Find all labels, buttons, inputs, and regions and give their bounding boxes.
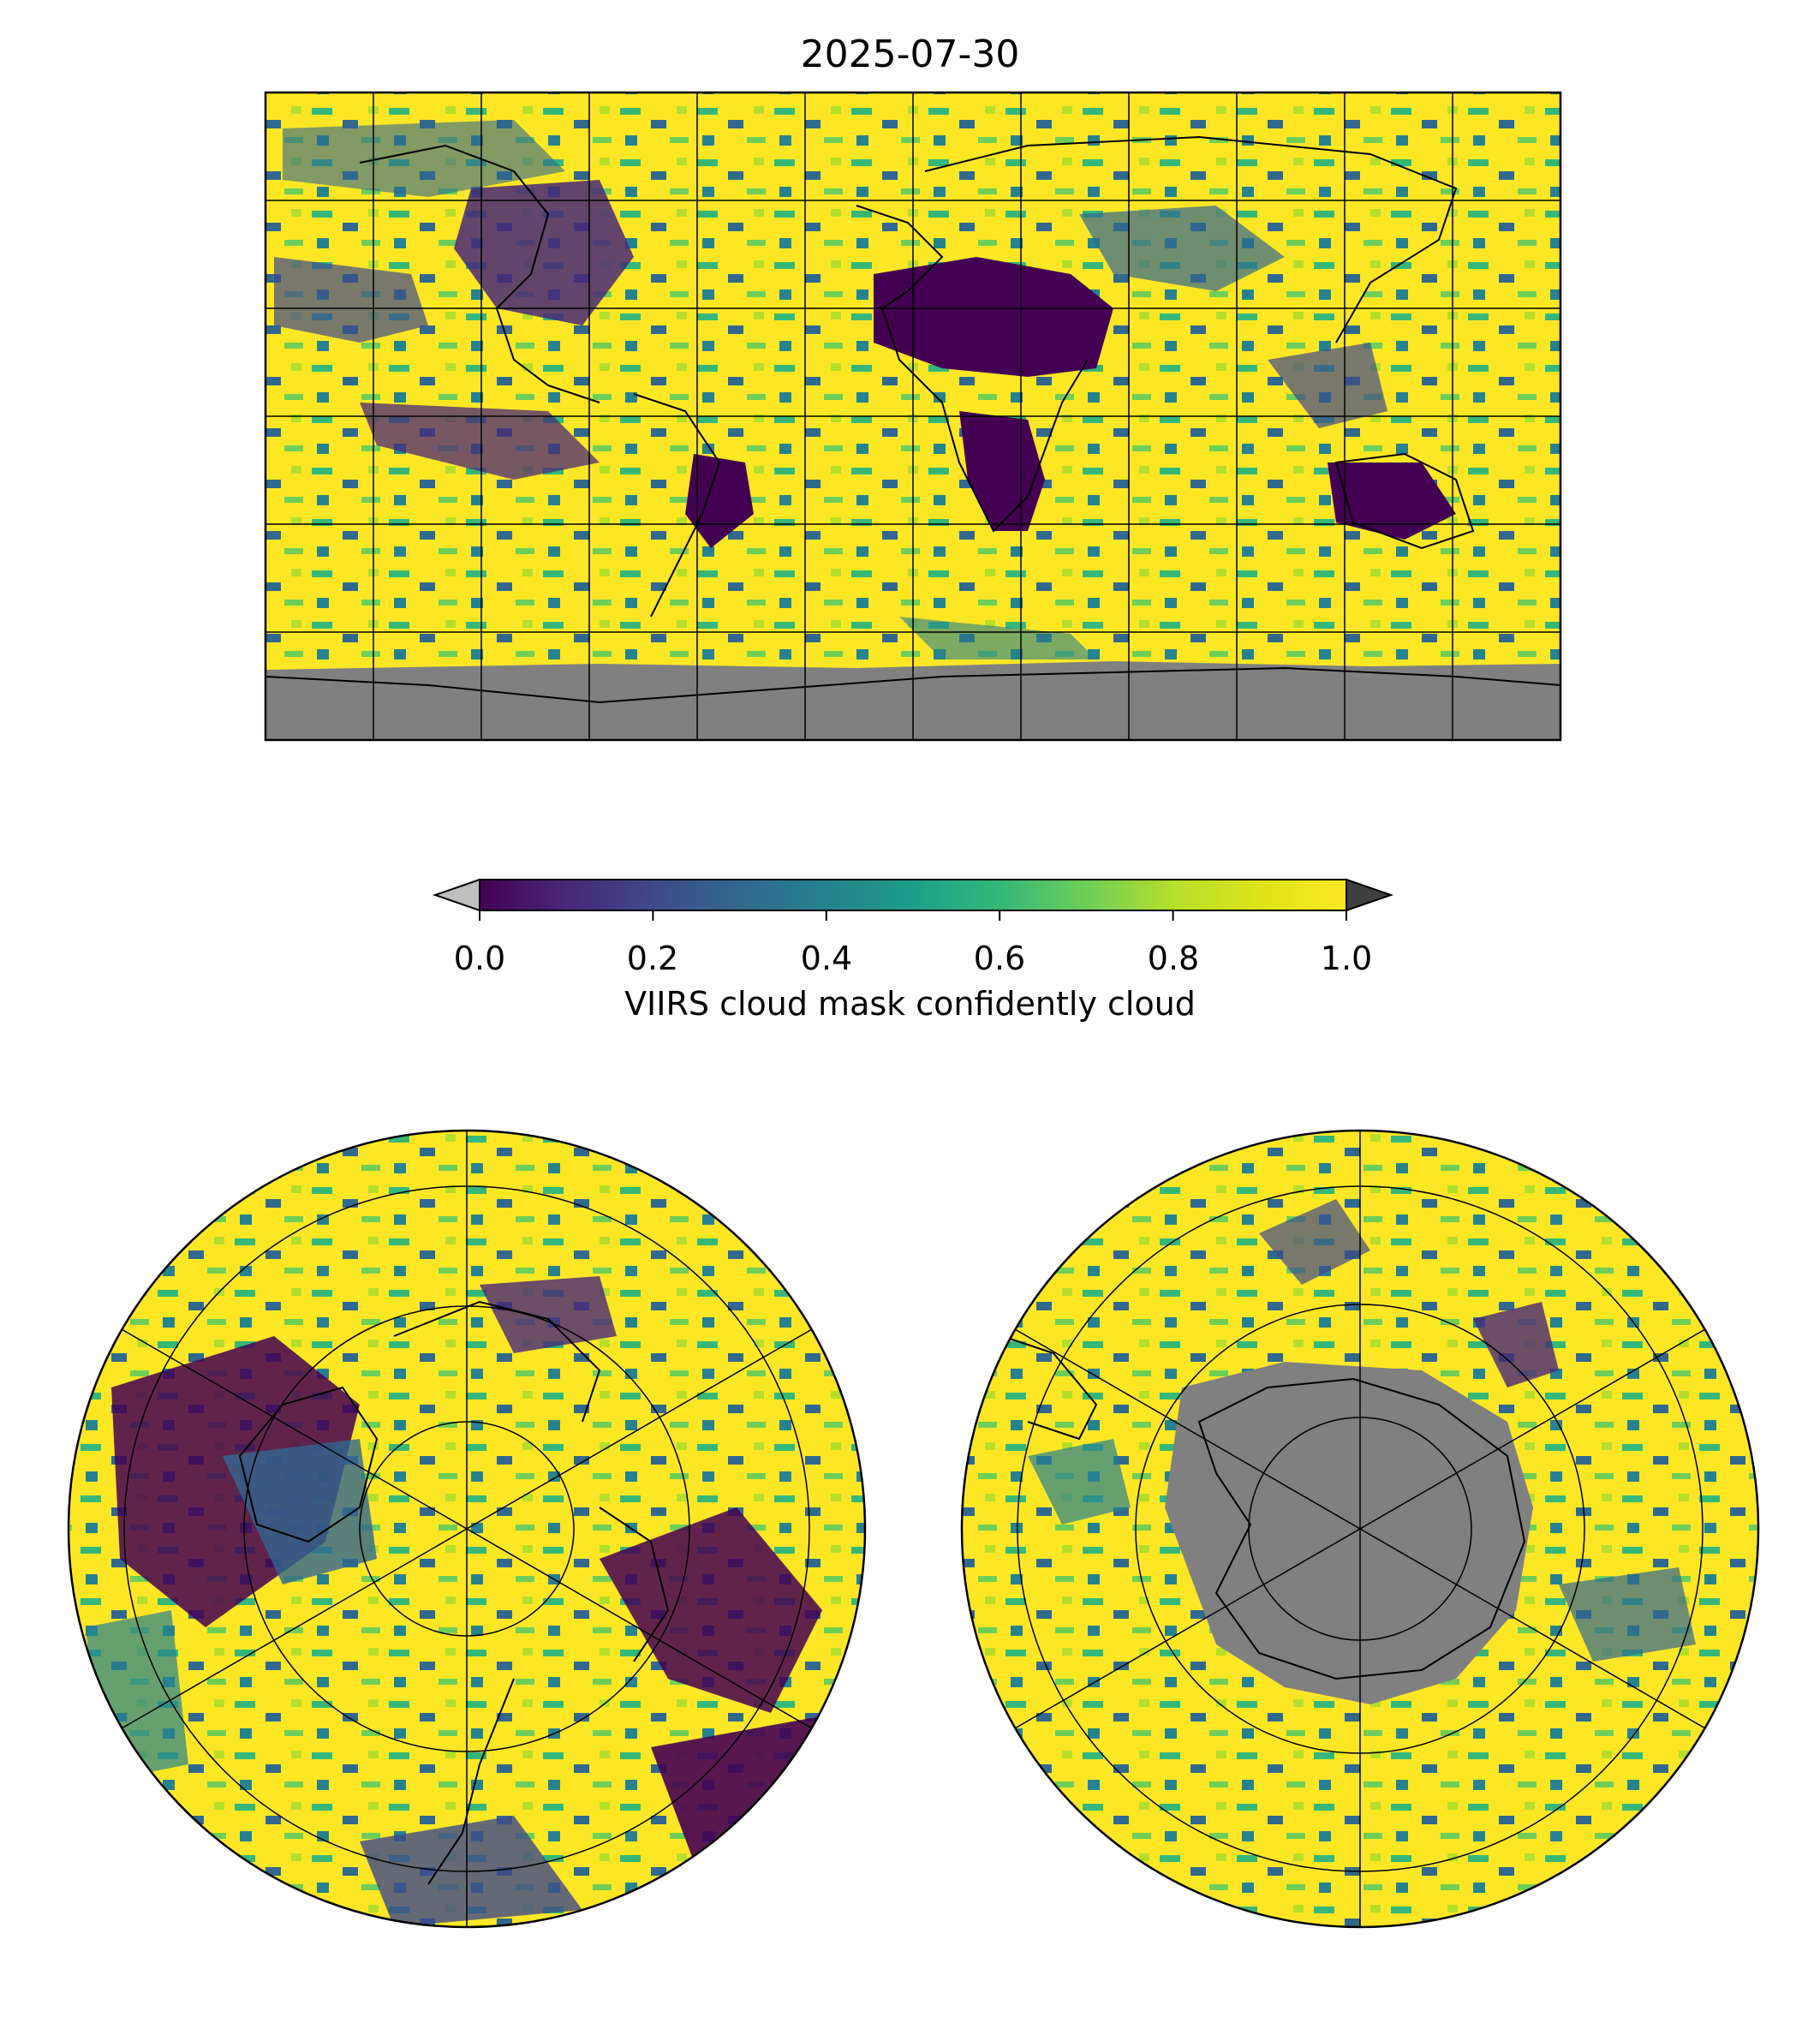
colorbar-tick-label: 0.8 [1147, 940, 1200, 977]
south-polar-map [960, 1129, 1760, 1929]
colorbar-under-extension [432, 878, 480, 912]
south-coastlines [1001, 1335, 1526, 1680]
figure-title: 2025-07-30 [800, 33, 1020, 76]
global-coastlines [266, 135, 1560, 704]
colorbar-over-extension [1346, 878, 1394, 912]
colorbar-tick-label: 0.6 [973, 940, 1026, 977]
colorbar-tick-label: 0.4 [800, 940, 853, 977]
global-map [264, 91, 1562, 742]
colorbar-tick-label: 0.2 [626, 940, 679, 977]
north-map-frame [67, 1129, 867, 1929]
colorbar-gradient [480, 880, 1346, 910]
colorbar-label: VIIRS cloud mask confidently cloud [624, 985, 1196, 1023]
colorbar-tick-label: 1.0 [1320, 940, 1373, 977]
global-map-frame [264, 91, 1562, 742]
south-map-frame [960, 1129, 1760, 1929]
colorbar [432, 878, 1394, 921]
colorbar-tick-label: 0.0 [453, 940, 506, 977]
colorbar-ticks [479, 910, 1347, 921]
global-gridlines [266, 92, 1560, 740]
north-coastlines [238, 1300, 670, 1885]
south-gridlines [1014, 1131, 1706, 1927]
north-polar-map [67, 1129, 867, 1929]
north-gridlines [121, 1131, 813, 1927]
colorbar-frame [479, 879, 1347, 911]
